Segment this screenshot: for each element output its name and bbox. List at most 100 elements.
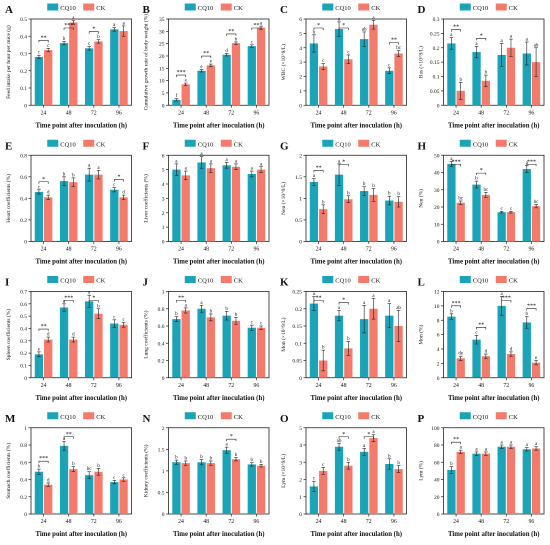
bar-ck xyxy=(94,471,103,514)
y-tick-label: 2 xyxy=(437,361,440,367)
y-tick-label: 30 xyxy=(159,29,165,35)
sig-letter: a xyxy=(260,162,263,167)
y-axis-label: Lym (%) xyxy=(418,461,425,481)
sig-letter: b xyxy=(72,462,75,467)
y-tick-label: 1 xyxy=(299,89,302,95)
legend-label-cq10: CQ10 xyxy=(60,414,76,421)
bar-cq10 xyxy=(34,354,44,378)
x-tick-label: 72 xyxy=(366,247,372,253)
y-tick-label: 2 xyxy=(299,75,302,81)
sig-letter: a xyxy=(372,16,375,21)
y-tick-label: 0.6 xyxy=(20,302,27,308)
y-axis-label: Mon (×10^9/L) xyxy=(280,317,287,351)
bar-cq10 xyxy=(447,163,456,242)
sig-bracket xyxy=(201,55,212,59)
x-axis-label: Time point after inoculation (h) xyxy=(173,395,265,402)
legend-label-cq10: CQ10 xyxy=(473,278,489,285)
legend-swatch-ck xyxy=(220,276,232,283)
legend-swatch-cq10 xyxy=(184,3,196,11)
bar-cq10 xyxy=(522,322,531,378)
legend-label-ck: CK xyxy=(96,5,105,12)
x-tick-label: 48 xyxy=(341,519,347,525)
sig-stars: ** xyxy=(316,296,322,302)
y-tick-label: 0.4 xyxy=(20,478,27,484)
bar-ck xyxy=(256,327,266,378)
legend-swatch-cq10 xyxy=(459,276,471,283)
y-tick-label: 2 xyxy=(162,426,165,432)
sig-letter: b xyxy=(72,173,75,178)
bar-ck xyxy=(456,202,465,242)
panel-i: I CQ10 CK 0 0.1 0.2 0.3 0.4 0.5 0.6 0.7 Spleen coef… xyxy=(5,276,132,402)
bar-ck xyxy=(531,448,541,514)
x-tick-label: 24 xyxy=(453,247,459,253)
bar-ck xyxy=(369,24,378,106)
y-axis-label: Feed intake per hour per mice (g) xyxy=(5,25,12,99)
sig-stars: ** xyxy=(41,35,47,41)
y-tick-label: 60 xyxy=(434,460,440,466)
sig-letter: b xyxy=(251,458,254,463)
bar-cq10 xyxy=(385,463,394,514)
x-tick-label: 72 xyxy=(228,247,234,253)
y-tick-label: 12 xyxy=(434,290,440,296)
panel-letter: A xyxy=(5,4,13,16)
sig-letter: e xyxy=(535,356,538,361)
plot-frame xyxy=(30,427,132,515)
sig-letter: bc xyxy=(534,200,540,205)
sig-letter: a xyxy=(450,33,453,38)
sig-letter: c xyxy=(260,322,263,327)
y-tick-label: 0.05 xyxy=(292,359,302,365)
sig-letter: c xyxy=(122,318,125,323)
sig-letter: b xyxy=(225,307,228,312)
x-axis-label: Time point after inoculation (h) xyxy=(310,531,402,538)
sig-letter: d xyxy=(485,350,488,355)
sig-bracket xyxy=(476,327,487,330)
y-tick-label: 8 xyxy=(437,318,440,324)
panel-p: P CQ10 CK 0 20 40 60 80 100 Lym (%) Time point aft… xyxy=(418,412,545,538)
sig-letter: a xyxy=(450,157,453,162)
sig-stars: * xyxy=(317,23,320,29)
x-tick-label: 96 xyxy=(391,519,397,525)
legend-swatch-cq10 xyxy=(322,276,334,283)
bar-ck xyxy=(69,22,78,106)
legend-swatch-ck xyxy=(495,3,507,11)
panel-letter: M xyxy=(5,413,16,425)
x-tick-label: 48 xyxy=(66,519,72,525)
legend-swatch-cq10 xyxy=(184,276,196,283)
y-tick-label: 0.5 xyxy=(158,490,165,496)
sig-letter: a xyxy=(338,306,341,311)
y-tick-label: 0.7 xyxy=(20,290,27,296)
x-tick-label: 96 xyxy=(254,519,260,525)
sig-letter: a xyxy=(251,167,254,172)
x-axis-label: Time point after inoculation (h) xyxy=(35,531,127,538)
sig-stars: * xyxy=(342,297,345,303)
sig-letter: a xyxy=(88,291,91,296)
sig-letter: b xyxy=(347,191,350,196)
plot-frame xyxy=(305,291,407,379)
sig-letter: ab xyxy=(362,27,367,32)
sig-stars: * xyxy=(342,159,345,165)
bar-ck xyxy=(181,310,190,378)
sig-letter: bc xyxy=(458,196,464,201)
y-tick-label: 0 xyxy=(24,376,27,382)
legend-label-ck: CK xyxy=(234,278,243,285)
sig-letter: ab xyxy=(534,43,539,48)
bar-ck xyxy=(394,53,403,106)
sig-letter: a xyxy=(460,446,463,451)
bar-cq10 xyxy=(472,52,481,106)
bar-cq10 xyxy=(309,303,319,378)
x-tick-label: 96 xyxy=(391,383,397,389)
bar-ck xyxy=(119,324,128,378)
bar-cq10 xyxy=(247,327,256,378)
legend-label-ck: CK xyxy=(509,414,518,421)
legend-swatch-cq10 xyxy=(47,3,59,11)
panel-letter: G xyxy=(280,140,289,152)
legend-label-cq10: CQ10 xyxy=(198,5,214,12)
bar-cq10 xyxy=(222,315,231,378)
sig-stars: * xyxy=(342,23,345,29)
sig-letter: b xyxy=(322,346,325,351)
sig-letter: b xyxy=(363,182,366,187)
panel-j: J CQ10 CK 0 0.2 0.4 0.6 0.8 1 Lung coefficients (… xyxy=(143,276,270,402)
sig-stars: ** xyxy=(178,296,184,302)
